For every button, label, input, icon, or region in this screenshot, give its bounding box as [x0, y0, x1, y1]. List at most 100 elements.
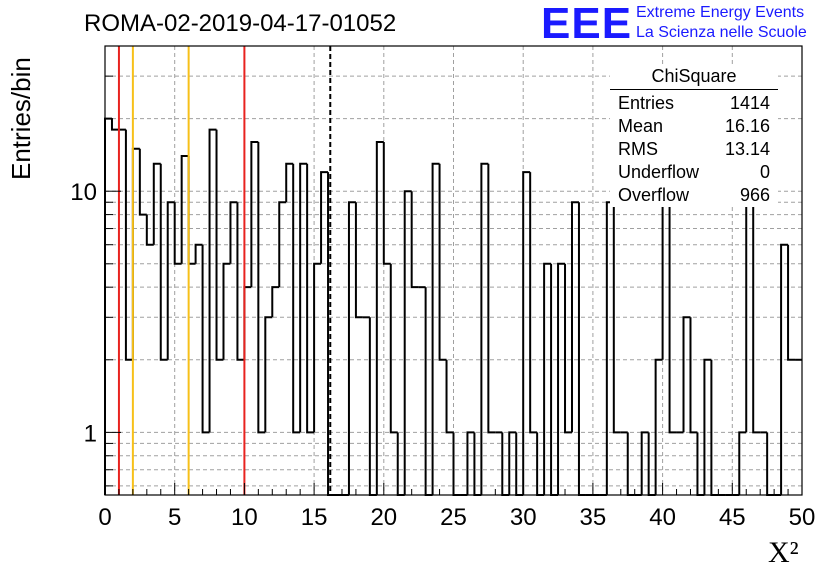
stats-row: Underflow 0: [610, 161, 778, 184]
y-tick-label: 1: [84, 420, 97, 447]
stats-box: ChiSquare Entries 1414 Mean 16.16 RMS 13.14…: [610, 66, 778, 207]
histogram-bin: [466, 431, 475, 495]
stats-value: 966: [739, 185, 770, 205]
histogram-bin: [787, 244, 796, 361]
histogram-bin: [166, 201, 175, 360]
histogram-bin: [557, 262, 566, 495]
histogram-bin: [131, 147, 140, 360]
histogram-bin: [313, 262, 322, 433]
histogram-bin: [668, 202, 677, 434]
x-axis-label: X²: [768, 536, 799, 569]
histogram-bin: [438, 163, 447, 361]
x-tick-label: 20: [370, 504, 397, 531]
histogram-bin: [159, 163, 168, 361]
histogram-bin: [347, 201, 356, 495]
chart-title: ROMA-02-2019-04-17-01052: [84, 10, 397, 37]
histogram-bin: [250, 140, 259, 288]
x-tick-label: 35: [580, 504, 607, 531]
histogram-bin: [152, 162, 161, 245]
histogram-bin: [243, 286, 252, 360]
histogram-bin: [382, 141, 391, 265]
stats-row: Mean 16.16: [610, 115, 778, 138]
stats-row: Entries 1414: [610, 92, 778, 115]
histogram-bin: [327, 172, 336, 496]
histogram-bin: [375, 140, 384, 495]
stats-value: 16.16: [724, 116, 770, 136]
x-tick-label: 50: [789, 504, 816, 531]
histogram-bin: [229, 201, 238, 264]
histogram-bin: [110, 118, 119, 131]
logo-line1: Extreme Energy Events: [636, 4, 805, 21]
histogram-bin: [278, 201, 287, 288]
histogram-bin: [752, 202, 761, 434]
histogram-bin: [264, 316, 273, 433]
histogram-bin: [354, 202, 363, 319]
histogram-bin: [299, 162, 308, 433]
eee-logo: EEE: [541, 0, 633, 48]
y-axis-label: Entries/bin: [6, 57, 36, 180]
x-tick-label: 45: [719, 504, 746, 531]
histogram-bin: [605, 201, 614, 495]
histogram-bin: [306, 163, 315, 434]
histogram-bin: [710, 359, 719, 496]
histogram-bin: [222, 262, 231, 360]
histogram-bin: [194, 243, 203, 264]
histogram-bin: [138, 148, 147, 216]
histogram-bin: [124, 129, 133, 361]
histogram-bin: [564, 263, 572, 434]
x-tick-label: 0: [98, 504, 111, 531]
marker-lines: [117, 46, 332, 495]
stats-label: Entries: [618, 93, 675, 113]
stats-value: 13.14: [724, 139, 770, 159]
logo-line2: La Scienza nelle Scuole: [636, 24, 807, 41]
stats-title: ChiSquare: [610, 66, 778, 90]
histogram-bin: [145, 214, 154, 246]
histogram-bin: [522, 171, 531, 495]
x-tick-label: 30: [510, 504, 537, 531]
histogram-bin: [285, 162, 294, 203]
histogram-bin: [292, 163, 301, 434]
histogram-bin: [445, 359, 454, 434]
histogram-bin: [431, 162, 440, 495]
histogram-bin: [654, 358, 663, 495]
histogram-bin: [271, 286, 280, 318]
histogram-bin: [577, 202, 586, 496]
x-tick-label: 5: [168, 504, 181, 531]
histogram-bin: [208, 128, 217, 433]
histogram-bin: [508, 431, 517, 495]
stats-row: Overflow 966: [610, 184, 778, 207]
histogram-bin: [368, 317, 377, 496]
stats-value: 1414: [729, 93, 770, 113]
x-tick-label: 15: [301, 504, 328, 531]
histogram-bin: [612, 202, 621, 434]
stats-label: RMS: [618, 139, 658, 159]
histogram-bin: [180, 154, 189, 264]
histogram-bin: [689, 317, 698, 434]
histogram-bin: [550, 263, 559, 496]
axis-ticks: 0 5 10 15 20 25 30 35 40 45 50 1 10: [70, 75, 816, 531]
stats-label: Mean: [618, 116, 664, 136]
histogram-bin: [529, 172, 538, 434]
histogram-bin: [104, 117, 112, 495]
stats-label: Underflow: [618, 162, 700, 182]
stats-label: Overflow: [618, 185, 690, 205]
histogram-bin: [570, 201, 579, 433]
histogram-bin: [403, 190, 412, 495]
histogram-bin: [236, 202, 245, 361]
histogram-bin: [389, 263, 398, 434]
histogram-bin: [703, 358, 712, 495]
histogram-bin: [215, 129, 224, 361]
x-tick-label: 40: [649, 504, 676, 531]
x-tick-label: 10: [231, 504, 258, 531]
x-tick-label: 25: [440, 504, 467, 531]
histogram-bin: [201, 244, 210, 434]
histogram-bin: [257, 141, 266, 434]
stats-value: 0: [759, 162, 770, 182]
histogram-bin: [661, 201, 670, 360]
histogram-bin: [173, 202, 182, 265]
histogram-bin: [410, 191, 419, 289]
histogram-bin: [480, 162, 489, 495]
histogram-bin: [320, 171, 329, 264]
histogram-bin: [187, 155, 196, 265]
